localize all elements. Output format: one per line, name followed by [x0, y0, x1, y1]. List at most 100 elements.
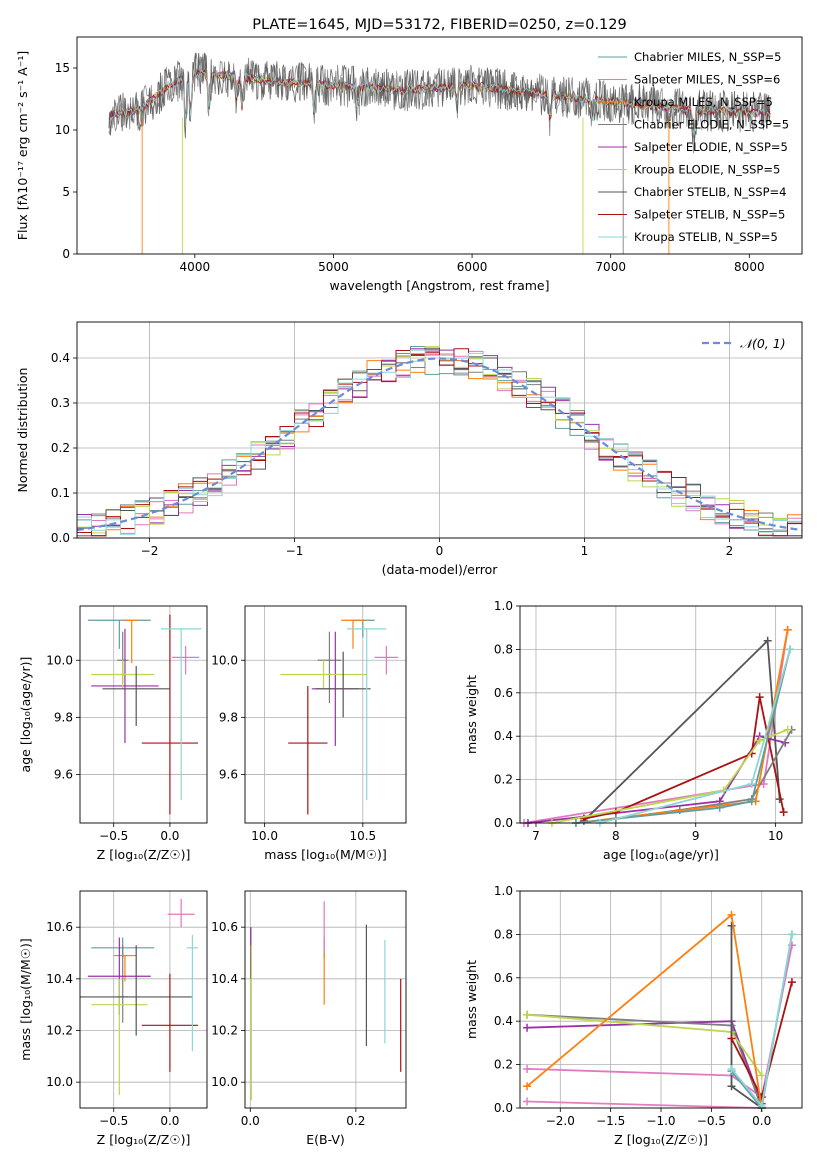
- axes-frame: [79, 890, 208, 1109]
- x-axis-label: Z [log₁₀(Z/Z☉)]: [97, 1132, 191, 1147]
- panel-errorbars-5: −0.5 0.0 10.0 10.2 10.4 10.6 Z [log₁₀(Z/Z☉)] ma…: [18, 890, 208, 1147]
- weight-line: [575, 649, 791, 824]
- x-tick-label: 0.0: [160, 1114, 179, 1128]
- error-point: [141, 614, 199, 815]
- x-axis-label: Z [log₁₀(Z/Z☉)]: [614, 1132, 708, 1147]
- weight-series: [727, 930, 796, 1110]
- y-tick-label: 9.8: [219, 710, 238, 724]
- weight-marker: [523, 1023, 532, 1032]
- panel-spectrum: 4000 5000 6000 7000 8000 0 5 10 15 wavelength [An…: [15, 17, 803, 293]
- weight-line: [583, 638, 781, 822]
- y-axis-label: Normed distribution: [15, 368, 30, 493]
- legend: Chabrier MILES, N_SSP=5 Salpeter MILES, N…: [598, 50, 789, 244]
- x-tick-label: 1: [581, 544, 589, 558]
- x-tick-label: 4000: [180, 260, 211, 274]
- weight-series: [579, 693, 788, 823]
- weight-marker: [523, 1097, 532, 1106]
- y-tick-label: 10.0: [46, 1075, 73, 1089]
- y-tick-label: 0.4: [494, 1014, 513, 1028]
- x-axis-label: wavelength [Angstrom, rest frame]: [329, 278, 549, 293]
- error-point: [341, 619, 365, 649]
- weight-marker: [779, 808, 788, 817]
- weight-line: [526, 1013, 763, 1077]
- x-tick-label: −1: [286, 544, 304, 558]
- y-axis-label: mass weight: [464, 675, 479, 754]
- histogram-lines: [77, 345, 802, 538]
- legend-label: Chabrier MILES, N_SSP=5: [634, 50, 781, 64]
- x-tick-label: 0.0: [241, 1114, 260, 1128]
- x-tick-label: −1.0: [646, 1114, 675, 1128]
- error-point: [186, 934, 199, 1052]
- y-tick-label: 10.6: [211, 920, 238, 934]
- weight-line: [526, 1100, 762, 1109]
- y-tick-label: 0: [62, 247, 70, 261]
- error-point: [113, 954, 137, 982]
- y-axis-label: Flux [fλ10⁻¹⁷ erg cm⁻² s⁻¹ A⁻¹]: [15, 51, 30, 240]
- weight-marker: [783, 625, 792, 634]
- y-tick-label: 10.4: [46, 972, 73, 986]
- y-axis-label: mass [log₁₀(M/M☉)]: [18, 938, 33, 1060]
- weight-line: [526, 913, 763, 1109]
- x-axis-label: mass [log₁₀(M/M☉)]: [264, 847, 386, 862]
- legend-label: Kroupa STELIB, N_SSP=5: [634, 230, 778, 244]
- x-tick-label: 10.0: [251, 829, 278, 843]
- y-tick-label: 0.0: [51, 531, 70, 545]
- error-point: [167, 898, 195, 928]
- y-tick-label: 10.4: [211, 972, 238, 986]
- weight-marker: [757, 1071, 766, 1080]
- x-tick-label: 5000: [318, 260, 349, 274]
- weight-line: [526, 1013, 763, 1109]
- weight-line: [526, 1020, 763, 1105]
- error-point: [288, 685, 328, 815]
- error-point: [102, 665, 170, 726]
- y-tick-label: 10: [55, 123, 70, 137]
- legend-label: Salpeter MILES, N_SSP=6: [634, 73, 780, 87]
- x-tick-label: 10: [768, 829, 783, 843]
- x-tick-label: 0.0: [752, 1114, 771, 1128]
- y-tick-label: 15: [55, 61, 70, 75]
- panel-histogram: −2 −1 0 1 2 0.0 0.1 0.2 0.3 0.4 (data-model)/error…: [15, 321, 803, 577]
- normal-curve: [77, 357, 802, 532]
- y-tick-label: 0.4: [494, 729, 513, 743]
- error-point: [80, 945, 193, 1036]
- y-tick-label: 0.2: [494, 773, 513, 787]
- error-point: [172, 645, 200, 675]
- x-tick-label: −1.5: [596, 1114, 625, 1128]
- y-tick-label: 0.6: [494, 686, 513, 700]
- panel-errorbars-6: 0.0 0.2 10.0 10.2 10.4 10.6 E(B-V): [211, 890, 407, 1147]
- histogram-series: [77, 348, 802, 538]
- weight-marker: [715, 803, 724, 812]
- x-tick-label: 2: [726, 544, 734, 558]
- y-tick-label: 1.0: [494, 599, 513, 613]
- axes-frame: [244, 890, 407, 1109]
- y-tick-label: 0.2: [494, 1058, 513, 1072]
- weight-marker: [727, 921, 736, 930]
- y-tick-label: 0.8: [494, 927, 513, 941]
- error-point: [91, 628, 159, 744]
- panel-errorbars-3: 10.0 10.5 9.6 9.8 10.0 mass [log₁₀(M/M☉)]: [211, 605, 407, 862]
- weight-marker: [755, 693, 764, 702]
- y-tick-label: 0.3: [51, 396, 70, 410]
- weight-marker: [727, 1082, 736, 1091]
- x-tick-label: −0.5: [99, 1114, 128, 1128]
- x-axis-label: E(B-V): [306, 1132, 345, 1147]
- weight-series: [523, 1017, 766, 1108]
- y-axis-label: age [log₁₀(age/yr)]: [18, 657, 33, 773]
- weight-series: [523, 1097, 766, 1112]
- error-point: [141, 973, 199, 1072]
- y-tick-label: 10.0: [46, 653, 73, 667]
- legend-label: Chabrier ELODIE, N_SSP=5: [634, 118, 789, 132]
- y-tick-label: 0.1: [51, 486, 70, 500]
- weight-series: [727, 921, 766, 1112]
- legend-label: Kroupa MILES, N_SSP=5: [634, 95, 773, 109]
- weight-series: [523, 910, 766, 1112]
- y-tick-label: 10.2: [46, 1024, 73, 1038]
- x-tick-label: −2.0: [546, 1114, 575, 1128]
- y-tick-label: 10.0: [211, 653, 238, 667]
- legend-label: Salpeter STELIB, N_SSP=5: [634, 208, 785, 222]
- y-tick-label: 5: [62, 185, 70, 199]
- y-tick-label: 0.8: [494, 642, 513, 656]
- axes-frame: [76, 36, 803, 255]
- weight-marker: [787, 978, 796, 987]
